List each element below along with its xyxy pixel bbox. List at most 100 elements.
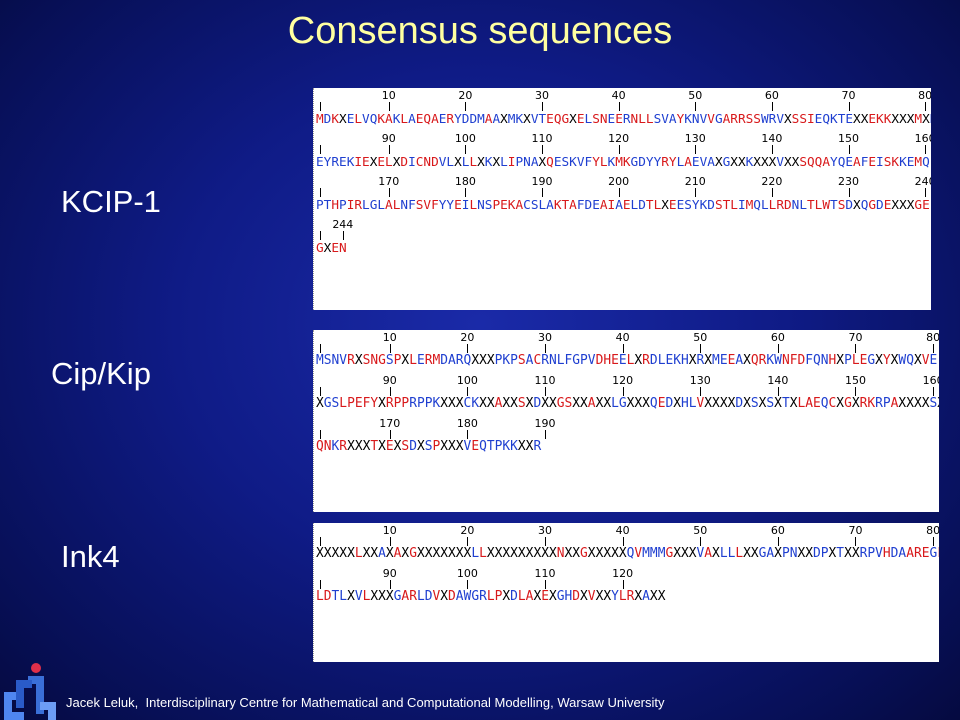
sequence-block: 10 20 30 40 50 60 70 80 MDKXELVQKAKLAEQAERYDDMAA… [316,90,931,133]
tick-bar [544,430,546,439]
consensus-sequence: MSNVRXSNGSPXLERMDARQXXXPKPSACRNLFGPVDHEE… [316,353,938,368]
position-tick-label: 140 [767,374,789,387]
position-tick-label: 110 [534,374,556,387]
sequence-block: 90 100 110 120 130 140 150 160 XGSLPEFYXRPPRPPKX… [316,375,939,418]
consensus-sequence: QNKRXXXTXEXSDXSPXXXVEQTPKKXXR [316,439,542,454]
consensus-sequence: GXEN [316,240,347,255]
tick-bar [544,580,546,589]
position-tick-label: 110 [531,132,553,145]
position-tick-label: 10 [382,331,397,344]
position-tick-bars [316,579,939,591]
tick-bar [700,387,702,396]
tick-bar [622,387,624,396]
family-label-kcip1: KCIP-1 [61,184,161,219]
position-ticks: 170 180 190 200 210 220 230 240 [316,176,931,187]
tick-bar [388,102,390,111]
sequence-blocks: 10 20 30 40 50 60 70 80 MSNVRXSNGSPXLERMDARQXXXP… [316,330,939,461]
position-tick-bars [316,429,939,441]
position-tick-label: 30 [537,331,552,344]
tick-bar [700,537,702,546]
footer-credit: Jacek Leluk, Interdisciplinary Centre fo… [66,695,665,710]
position-tick-label: 180 [454,175,476,188]
position-tick-label: 50 [688,89,703,102]
position-tick-bars [316,187,931,199]
sequence-block: 170 180 190 200 210 220 230 240 PTHPIRLGLALNFSVF… [316,176,931,219]
consensus-sequence: XXXXXLXXAXAXGXXXXXXXLLXXXXXXXXXNXXGXXXXX… [316,546,939,561]
position-tick-label: 220 [761,175,783,188]
tick-bar [389,537,391,546]
position-tick-label: 180 [456,417,478,430]
position-tick-label: 120 [612,374,634,387]
sequence-block: 10 20 30 40 50 60 70 80 XXXXXLXXAXAXGXXXXXXXLLXX… [316,525,939,568]
position-tick-bars [316,536,939,548]
tick-bar [618,188,620,197]
position-tick-label: 90 [382,374,397,387]
position-tick-bars [316,230,931,242]
consensus-sequence: XGSLPEFYXRPPRPPKXXXCKXXAXXSXDXXGSXXAXXLG… [316,396,939,411]
tick-bar [848,102,850,111]
position-tick-bars [316,101,931,113]
position-tick-label: 160 [914,132,931,145]
tick-bar [622,580,624,589]
consensus-sequence: EYREKIEXELXDICNDVLXLLXKXLIPNAXQESKVFYLKM… [316,154,930,169]
tick-bar [319,231,321,240]
position-tick-label: 70 [841,89,856,102]
tick-bar [389,344,391,353]
tick-bar [848,145,850,154]
tick-bar [467,387,469,396]
tick-bar [389,580,391,589]
consensus-sequence: PTHPIRLGLALNFSVFYYEILNSPEKACSLAKTAFDEAIA… [316,197,930,212]
position-tick-label: 230 [838,175,860,188]
alignment-panel-cipkip: 10 20 30 40 50 60 70 80 MSNVRXSNGSPXLERMDARQXXXP… [313,330,939,512]
position-tick-label: 100 [456,567,478,580]
position-tick-label: 60 [770,331,785,344]
position-tick-label: 30 [537,524,552,537]
tick-bar [777,537,779,546]
tick-bar [388,145,390,154]
tick-bar [544,387,546,396]
tick-bar [933,387,935,396]
tick-bar [925,102,927,111]
position-tick-label: 150 [844,374,866,387]
position-tick-label: 90 [382,567,397,580]
position-ticks: 90 100 110 120 130 140 150 160 [316,375,939,386]
tick-bar [771,188,773,197]
tick-bar [855,537,857,546]
tick-bar [695,188,697,197]
position-tick-label: 110 [534,567,556,580]
position-tick-label: 40 [611,89,626,102]
position-tick-label: 80 [918,89,931,102]
alignment-panel-ink4: 10 20 30 40 50 60 70 80 XXXXXLXXAXAXGXXXXXXXLLXX… [313,523,939,662]
tick-bar [342,231,344,240]
tick-bar [319,145,321,154]
position-tick-label: 100 [456,374,478,387]
position-ticks: 10 20 30 40 50 60 70 80 [316,332,939,343]
tick-bar [925,188,927,197]
sequence-block: 10 20 30 40 50 60 70 80 MSNVRXSNGSPXLERMDARQXXXP… [316,332,939,375]
position-tick-label: 80 [926,331,939,344]
position-tick-label: 190 [531,175,553,188]
tick-bar [544,344,546,353]
position-tick-label: 160 [922,374,939,387]
position-tick-label: 210 [684,175,706,188]
tick-bar [695,102,697,111]
footer-affiliation: Interdisciplinary Centre for Mathematica… [145,695,665,710]
consensus-sequence: MDKXELVQKAKLAEQAERYDDMAAXMKXVTEQGXELSNEE… [316,111,931,126]
position-ticks: 244 [316,219,931,230]
position-tick-label: 40 [615,331,630,344]
tick-bar [933,344,935,353]
sequence-blocks: 10 20 30 40 50 60 70 80 XXXXXLXXAXAXGXXXXXXXLLXX… [316,523,939,611]
sequence-blocks: 10 20 30 40 50 60 70 80 MDKXELVQKAKLAEQAERYDDMAA… [316,88,931,262]
position-tick-label: 170 [379,417,401,430]
position-tick-label: 130 [689,374,711,387]
tick-bar [777,344,779,353]
tick-bar [925,145,927,154]
position-tick-label: 10 [381,89,396,102]
position-tick-label: 20 [460,331,475,344]
slide-title: Consensus sequences [287,10,673,52]
tick-bar [467,580,469,589]
position-tick-label: 30 [535,89,550,102]
tick-bar [622,344,624,353]
position-tick-label: 120 [612,567,634,580]
tick-bar [848,188,850,197]
